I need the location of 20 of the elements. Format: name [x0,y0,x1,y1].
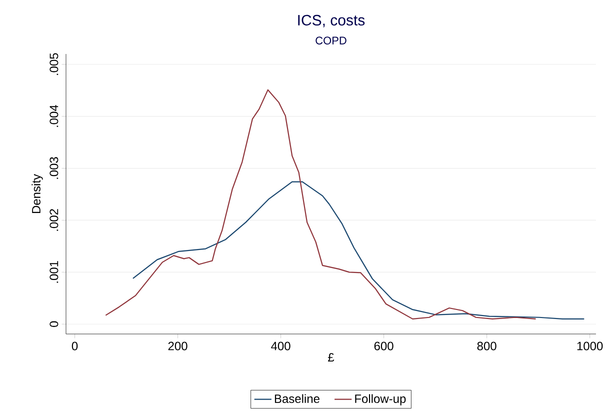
x-tick-label: 400 [271,342,290,350]
y-tick-label: .003 [50,157,58,179]
legend-label: Baseline [274,394,320,403]
legend-label: Follow-up [355,394,406,406]
x-tick-label: 800 [477,342,496,350]
x-tick-label: 600 [374,342,394,350]
chart-title: ICS, costs [298,14,365,28]
y-tick-label: .004 [50,105,58,127]
x-axis-title: £ [328,353,334,362]
line-series [132,181,585,320]
y-tick-label: 0 [50,321,58,327]
y-tick-label: .005 [50,53,58,75]
x-tick-label: 200 [168,342,188,350]
y-tick-label: .002 [50,209,58,231]
x-tick-label: 1000 [577,342,603,350]
line-series [105,89,536,320]
y-tick-label: .001 [50,261,58,283]
chart-subtitle: COPD [316,36,346,44]
x-tick-label: 0 [72,342,78,350]
y-axis-title: Density [32,174,43,214]
